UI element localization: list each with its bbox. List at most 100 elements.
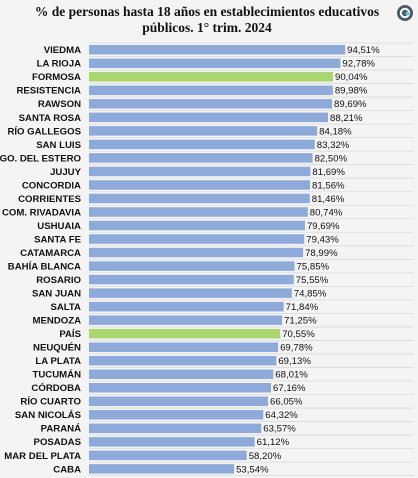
value-label: 89,69%	[334, 99, 367, 110]
category-label: SANTA ROSA	[19, 113, 81, 124]
value-label: 89,98%	[335, 86, 368, 97]
category-label: LA RIOJA	[37, 59, 81, 70]
value-label: 75,55%	[296, 275, 329, 286]
bar-1	[89, 58, 341, 69]
value-label: 67,16%	[273, 383, 306, 394]
category-label: POSADAS	[34, 437, 82, 448]
bar-21	[89, 328, 281, 339]
category-label: ROSARIO	[36, 275, 81, 286]
bar-15	[89, 247, 304, 258]
category-label: SANTA FE	[34, 234, 82, 245]
category-label: SALTA	[50, 302, 81, 313]
category-label: SAN LUIS	[36, 140, 81, 151]
bar-22	[89, 342, 279, 352]
bar-27	[89, 410, 264, 420]
category-label: SAN JUAN	[32, 289, 81, 300]
category-label: CABA	[53, 464, 81, 475]
value-label: 71,25%	[284, 316, 317, 327]
category-label: MENDOZA	[33, 316, 82, 327]
bar-20	[89, 315, 283, 325]
bar-6	[89, 126, 318, 136]
bar-12	[89, 207, 308, 217]
value-label: 81,56%	[312, 180, 345, 191]
value-label: 81,69%	[312, 167, 345, 178]
bar-18	[89, 288, 292, 298]
value-label: 84,18%	[319, 126, 352, 137]
value-label: 83,32%	[317, 140, 350, 151]
value-label: 64,32%	[265, 410, 298, 421]
bar-5	[89, 112, 329, 123]
bar-16	[89, 261, 295, 271]
chart-title: % de personas hasta 18 años en estableci…	[22, 4, 392, 36]
category-label: COM. RIVADAVIA	[2, 207, 81, 218]
value-label: 80,74%	[310, 207, 343, 218]
bar-0	[89, 45, 346, 55]
category-label: RAWSON	[38, 99, 81, 110]
value-label: 53,54%	[236, 464, 269, 475]
category-label: SGO. DEL ESTERO	[0, 153, 82, 164]
category-label: FORMOSA	[32, 72, 81, 83]
bar-26	[89, 396, 268, 407]
bar-9	[89, 166, 311, 177]
value-label: 94,51%	[347, 45, 380, 56]
value-label: 75,85%	[297, 261, 330, 272]
chart-title-line1: % de personas hasta 18 años en estableci…	[34, 4, 380, 19]
category-label: PAÍS	[59, 328, 81, 340]
category-label: CORRIENTES	[18, 194, 81, 205]
value-label: 78,99%	[305, 248, 338, 259]
bar-28	[89, 423, 262, 434]
chart-title-line2: públicos. 1° trim. 2024	[142, 20, 272, 35]
category-label: MAR DEL PLATA	[4, 451, 81, 462]
value-label: 69,13%	[278, 356, 311, 367]
bar-8	[89, 153, 313, 163]
value-label: 69,78%	[280, 343, 313, 354]
bar-11	[89, 193, 310, 204]
category-label: TUCUMÁN	[33, 369, 82, 381]
category-label: CÓRDOBA	[31, 382, 81, 394]
bar-3	[89, 85, 333, 96]
value-label: 90,04%	[335, 72, 368, 83]
value-label: 92,78%	[342, 59, 375, 70]
category-label: NEUQUÉN	[33, 342, 81, 354]
category-label: JUJUY	[50, 167, 82, 178]
value-label: 63,57%	[263, 424, 296, 435]
category-label: SAN NICOLÁS	[15, 409, 82, 421]
value-label: 71,84%	[286, 302, 319, 313]
category-label: RÍO GALLEGOS	[7, 125, 81, 137]
bar-17	[89, 274, 294, 285]
bar-31	[89, 464, 235, 474]
category-label: CONCORDIA	[22, 180, 81, 191]
category-label: VIEDMA	[44, 45, 81, 56]
bar-2	[89, 72, 334, 82]
bar-10	[89, 180, 311, 190]
value-label: 82,50%	[315, 153, 348, 164]
category-label: RÍO CUARTO	[20, 396, 81, 408]
value-label: 88,21%	[330, 113, 363, 124]
bar-14	[89, 234, 305, 244]
value-label: 81,46%	[312, 194, 345, 205]
bar-24	[89, 369, 274, 379]
bar-23	[89, 355, 277, 366]
bar-4	[89, 99, 333, 109]
category-label: RESISTENCIA	[16, 86, 81, 97]
bar-29	[89, 437, 255, 447]
bar-13	[89, 220, 305, 231]
value-label: 79,69%	[307, 221, 340, 232]
value-label: 70,55%	[282, 329, 315, 340]
bar-25	[89, 383, 272, 393]
bar-30	[89, 450, 247, 461]
category-label: PARANÁ	[41, 423, 81, 435]
category-label: CATAMARCA	[20, 248, 81, 259]
category-label: BAHÍA BLANCA	[8, 260, 81, 272]
bar-19	[89, 301, 284, 312]
value-label: 61,12%	[257, 437, 290, 448]
category-label: LA PLATA	[35, 356, 81, 367]
value-label: 66,05%	[270, 397, 303, 408]
value-label: 58,20%	[249, 451, 282, 462]
category-label: USHUAIA	[37, 221, 81, 232]
brand-logo-icon	[397, 5, 413, 21]
value-label: 74,85%	[294, 289, 327, 300]
value-label: 68,01%	[275, 370, 308, 381]
